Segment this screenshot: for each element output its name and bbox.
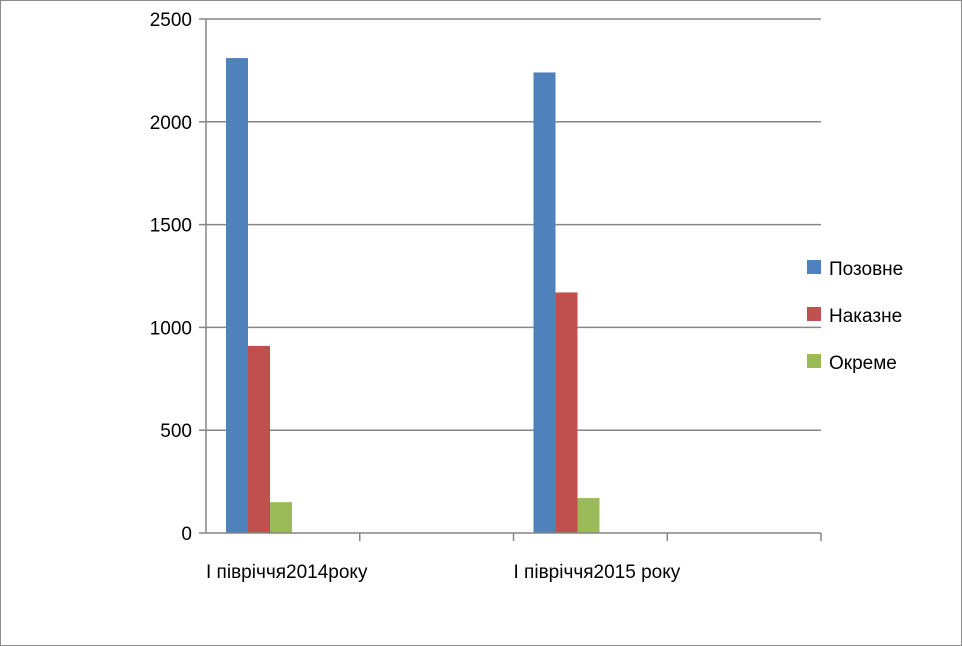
- bar-Позовне-2: [533, 72, 556, 534]
- axes: [199, 18, 822, 541]
- legend-swatch: [807, 354, 821, 368]
- y-tick-label: 2000: [150, 113, 192, 134]
- bar-Окреме-2: [577, 498, 600, 533]
- y-tick-label: 1500: [150, 216, 192, 237]
- bar-Наказне-2: [555, 292, 578, 533]
- y-tick-label: 500: [160, 421, 192, 442]
- legend-label: Окреме: [829, 353, 897, 374]
- legend-swatch: [807, 260, 821, 274]
- legend-label: Наказне: [829, 306, 902, 327]
- legend: Позовне Наказне Окреме: [807, 259, 903, 374]
- y-tick-label: 0: [181, 524, 192, 545]
- legend-swatch: [807, 307, 821, 321]
- legend-label: Позовне: [829, 259, 903, 280]
- y-tick-label: 2500: [150, 10, 192, 31]
- x-axis-categories: І півріччя2014року І півріччя2015 року: [206, 562, 681, 583]
- y-axis-ticks: 0 500 1000 1500 2000 2500: [150, 10, 192, 545]
- bar-Окреме-1: [270, 502, 292, 533]
- bars: [226, 58, 600, 534]
- y-tick-label: 1000: [150, 318, 192, 339]
- x-category-label: І півріччя2015 року: [514, 562, 681, 583]
- bar-Позовне-1: [226, 58, 248, 534]
- bar-Наказне-1: [248, 345, 270, 533]
- x-category-label: І півріччя2014року: [206, 562, 368, 583]
- gridlines: [206, 18, 821, 431]
